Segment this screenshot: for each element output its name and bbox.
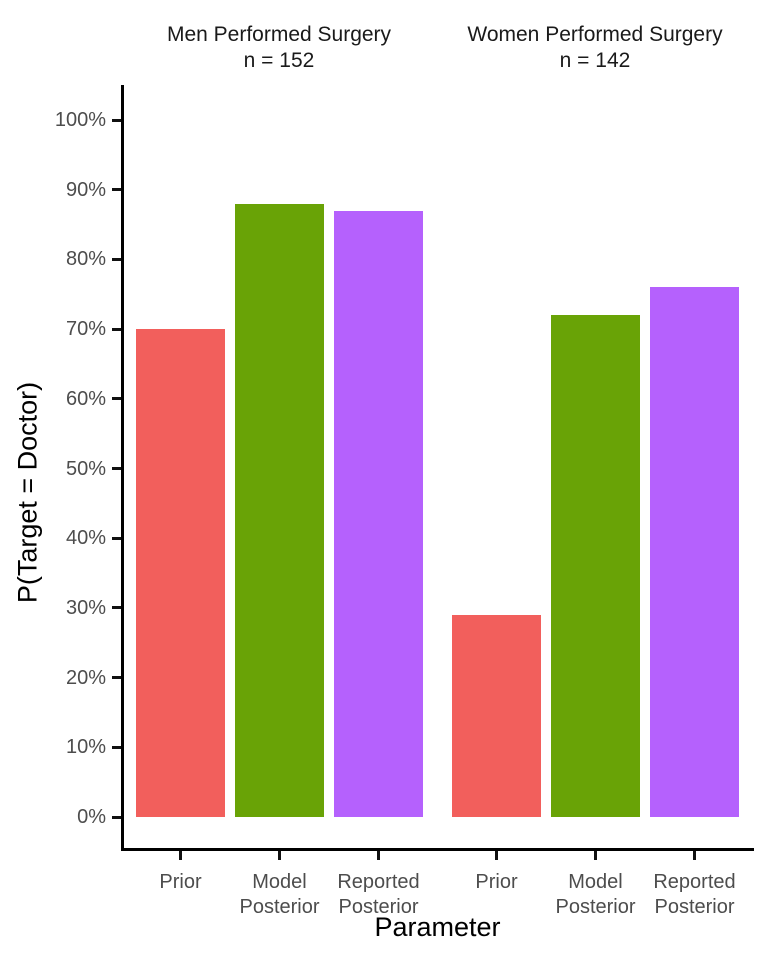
x-tick-label-line: Prior [159, 871, 202, 893]
x-tick-mark-women-reported-posterior [693, 851, 696, 860]
bar-women-prior [452, 614, 541, 817]
x-tick-label-line: Posterior [555, 896, 636, 918]
x-tick-mark-men-model-posterior [278, 851, 281, 860]
y-tick-mark-90 [112, 188, 121, 192]
x-tick-label-line: Posterior [239, 896, 320, 918]
y-tick-mark-70 [112, 327, 121, 331]
x-tick-label-line: Model [252, 871, 307, 893]
y-tick-label-40: 40% [65, 527, 106, 550]
y-tick-mark-40 [112, 536, 121, 540]
x-tick-label-men-reported-posterior: Reported Posterior [304, 870, 454, 920]
x-tick-mark-women-model-posterior [594, 851, 597, 860]
y-axis-line [121, 85, 124, 851]
bar-men-reported-posterior [334, 210, 423, 817]
y-tick-mark-20 [112, 676, 121, 680]
y-tick-label-30: 30% [65, 596, 106, 619]
y-tick-mark-50 [112, 467, 121, 470]
x-tick-label-line: Reported [337, 871, 420, 893]
bar-women-model-posterior [551, 315, 640, 817]
facet-subtitle-men: n = 152 [243, 49, 315, 72]
facet-strip-women: Women Performed Surgery n = 142 [437, 22, 753, 74]
y-tick-label-80: 80% [65, 248, 106, 271]
y-tick-mark-80 [112, 257, 121, 261]
y-tick-label-20: 20% [65, 666, 106, 689]
x-tick-label-line: Model [568, 871, 623, 893]
bar-men-prior [136, 329, 225, 817]
x-axis-title: Parameter [374, 912, 501, 942]
y-tick-mark-0 [112, 815, 121, 819]
x-tick-mark-men-prior [179, 851, 182, 860]
x-tick-label-line: Posterior [654, 896, 735, 918]
x-tick-label-women-model-posterior: Model Posterior [521, 870, 671, 920]
x-tick-mark-men-reported-posterior [377, 851, 380, 860]
y-tick-label-60: 60% [65, 387, 106, 410]
x-tick-label-men-model-posterior: Model Posterior [205, 870, 355, 920]
x-axis-line [121, 848, 754, 851]
y-tick-label-50: 50% [65, 457, 106, 480]
y-tick-mark-100 [112, 118, 121, 122]
y-tick-mark-10 [112, 745, 121, 749]
bar-women-reported-posterior [650, 287, 739, 817]
y-tick-mark-30 [112, 606, 121, 610]
x-tick-label-men-prior: Prior [106, 870, 256, 895]
y-tick-label-100: 100% [54, 109, 106, 131]
y-tick-label-0: 0% [77, 806, 106, 828]
x-tick-label-line: Prior [475, 871, 518, 893]
y-tick-label-70: 70% [65, 318, 106, 341]
x-tick-label-women-reported-posterior: Reported Posterior [620, 870, 768, 920]
x-tick-label-line: Posterior [338, 896, 419, 918]
facet-title-women: Women Performed Surgery [467, 23, 723, 46]
y-tick-label-90: 90% [65, 178, 106, 201]
x-tick-label-line: Reported [653, 871, 736, 893]
facet-subtitle-women: n = 142 [559, 49, 631, 72]
x-tick-mark-women-prior [495, 851, 498, 860]
x-tick-label-women-prior: Prior [422, 870, 572, 895]
y-tick-mark-60 [112, 397, 121, 401]
facet-strip-men: Men Performed Surgery n = 152 [121, 22, 437, 74]
bar-men-model-posterior [235, 203, 324, 817]
facet-title-men: Men Performed Surgery [166, 23, 392, 46]
y-tick-label-10: 10% [65, 736, 106, 759]
